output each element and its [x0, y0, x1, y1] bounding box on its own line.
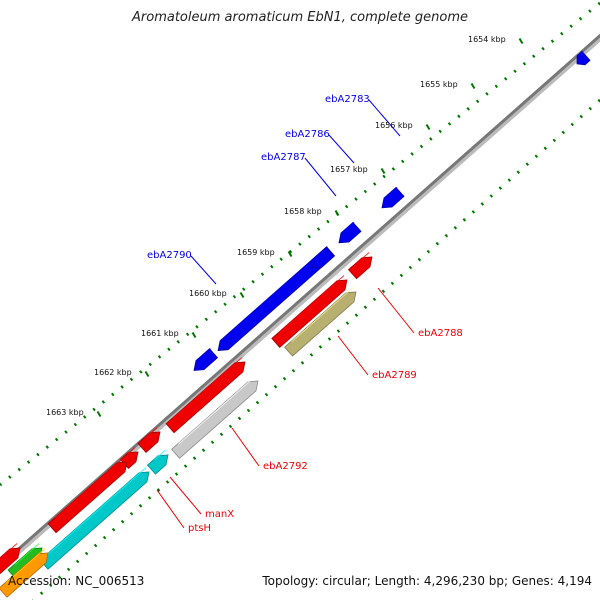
feature-track-bar	[171, 380, 259, 459]
reverse-gene-arrow-highlight	[0, 543, 18, 560]
reverse-gene-arrow-highlight	[172, 357, 243, 419]
scale-ticks	[96, 37, 524, 418]
reverse-gene-arrow-highlight	[355, 252, 370, 265]
gene-label-reverse: ebA2788	[418, 328, 463, 339]
reverse-gene-arrow-highlight	[54, 457, 125, 519]
gene-label-forward: ebA2790	[147, 250, 192, 261]
forward-gene-arrow-highlight	[341, 222, 355, 234]
gene-label-reverse: manX	[205, 509, 234, 520]
labels: 1654 kbp 1655 kbp 1656 kbp 1657 kbp 1658 kbp…	[46, 35, 506, 534]
label-leader-line	[231, 427, 260, 467]
reverse-gene-arrow	[165, 361, 246, 434]
features	[0, 50, 591, 598]
scale-tick-label: 1655 kbp	[420, 80, 458, 89]
scale-tick-label: 1663 kbp	[46, 408, 84, 417]
label-leaders	[156, 99, 415, 529]
label-leader-line	[368, 99, 401, 137]
feature-track-bar-highlight	[291, 287, 354, 343]
reverse-gene-arrow-highlight	[144, 427, 158, 439]
label-leader-line	[156, 489, 185, 529]
scale-tick-label: 1657 kbp	[330, 165, 368, 174]
label-leader-line	[337, 335, 369, 376]
forward-gene-arrow	[576, 50, 591, 66]
scale-tick-label: 1661 kbp	[141, 329, 179, 338]
label-leader-line	[190, 255, 217, 285]
scale-tick-mark	[239, 291, 245, 299]
feature-track-bar	[0, 552, 49, 598]
scale-tick-label: 1659 kbp	[237, 248, 275, 257]
forward-gene-arrow	[338, 221, 362, 244]
reverse-gene-arrow-highlight	[278, 275, 345, 334]
label-leader-line	[304, 157, 337, 197]
scale-tick-mark	[518, 37, 524, 45]
scale-tick-label: 1658 kbp	[284, 207, 322, 216]
forward-gene-arrow	[217, 246, 336, 351]
feature-track-bar-highlight	[5, 548, 46, 584]
feature-track-bar	[146, 454, 169, 475]
gene-label-reverse: ebA2789	[372, 370, 417, 381]
feature-track-bar-highlight	[14, 543, 40, 566]
feature-track-bar	[39, 471, 150, 570]
label-leader-line	[377, 287, 415, 334]
scale-tick-mark	[96, 410, 102, 418]
genome-title: Aromatoleum aromaticum EbN1, complete ge…	[132, 10, 468, 25]
feature-track-bar-highlight	[154, 450, 166, 461]
label-leader-line	[169, 476, 202, 515]
feature-track-bar	[284, 291, 357, 357]
reverse-gene-arrow	[347, 256, 373, 280]
gene-label-forward: ebA2786	[285, 129, 330, 140]
reverse-gene-arrow	[137, 431, 161, 453]
gene-label-forward: ebA2787	[261, 152, 306, 163]
gene-label-reverse: ebA2792	[263, 461, 308, 472]
forward-gene-arrow	[381, 186, 405, 209]
reverse-gene-arrow	[47, 461, 128, 534]
forward-gene-arrow	[193, 348, 219, 371]
reverse-gene-arrow	[271, 279, 348, 348]
forward-gene-arrow-highlight	[384, 187, 398, 199]
scale-tick-label: 1660 kbp	[189, 289, 227, 298]
label-leader-line	[328, 134, 355, 164]
forward-gene-arrow-highlight	[196, 348, 211, 361]
backbone-line	[0, 33, 600, 568]
tick-dot-track	[31, 98, 600, 600]
reverse-gene-arrow-highlight	[127, 447, 136, 455]
scale-tick-mark	[334, 209, 340, 217]
feature-track-bar-highlight	[178, 376, 256, 445]
scale-tick-mark	[470, 82, 476, 90]
scale-tick-mark	[287, 250, 293, 258]
forward-gene-arrow-highlight	[220, 246, 328, 342]
scale-tick-label: 1654 kbp	[468, 35, 506, 44]
feature-track-bar-highlight	[46, 467, 147, 556]
scale-tick-mark	[144, 370, 150, 378]
forward-gene-arrow-highlight	[314, 247, 328, 259]
gene-label-forward: ebA2783	[325, 94, 370, 105]
scale-tick-label: 1662 kbp	[94, 368, 132, 377]
tick-dot-track	[0, 1, 600, 487]
scale-tick-mark	[191, 331, 197, 339]
scale-tick-label: 1656 kbp	[375, 121, 413, 130]
genome-summary-text: Topology: circular; Length: 4,296,230 bp…	[262, 574, 592, 588]
scale-tick-mark	[380, 167, 386, 175]
scale-tick-mark	[425, 123, 431, 131]
accession-text: Accession: NC_006513	[8, 574, 145, 588]
gene-label-reverse: ptsH	[188, 523, 211, 534]
forward-gene-arrow	[311, 246, 335, 269]
forward-gene-arrow-highlight	[577, 51, 584, 57]
